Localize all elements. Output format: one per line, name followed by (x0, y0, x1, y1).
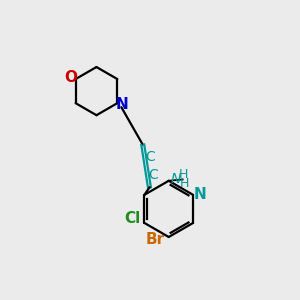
Text: H: H (179, 177, 189, 190)
Text: O: O (64, 70, 77, 85)
Text: Cl: Cl (124, 212, 140, 226)
Text: Br: Br (145, 232, 164, 247)
Text: H: H (179, 168, 188, 181)
Text: N: N (170, 172, 181, 186)
Text: N: N (116, 97, 128, 112)
Text: N: N (194, 187, 206, 202)
Text: C: C (146, 150, 155, 164)
Text: C: C (148, 169, 158, 182)
